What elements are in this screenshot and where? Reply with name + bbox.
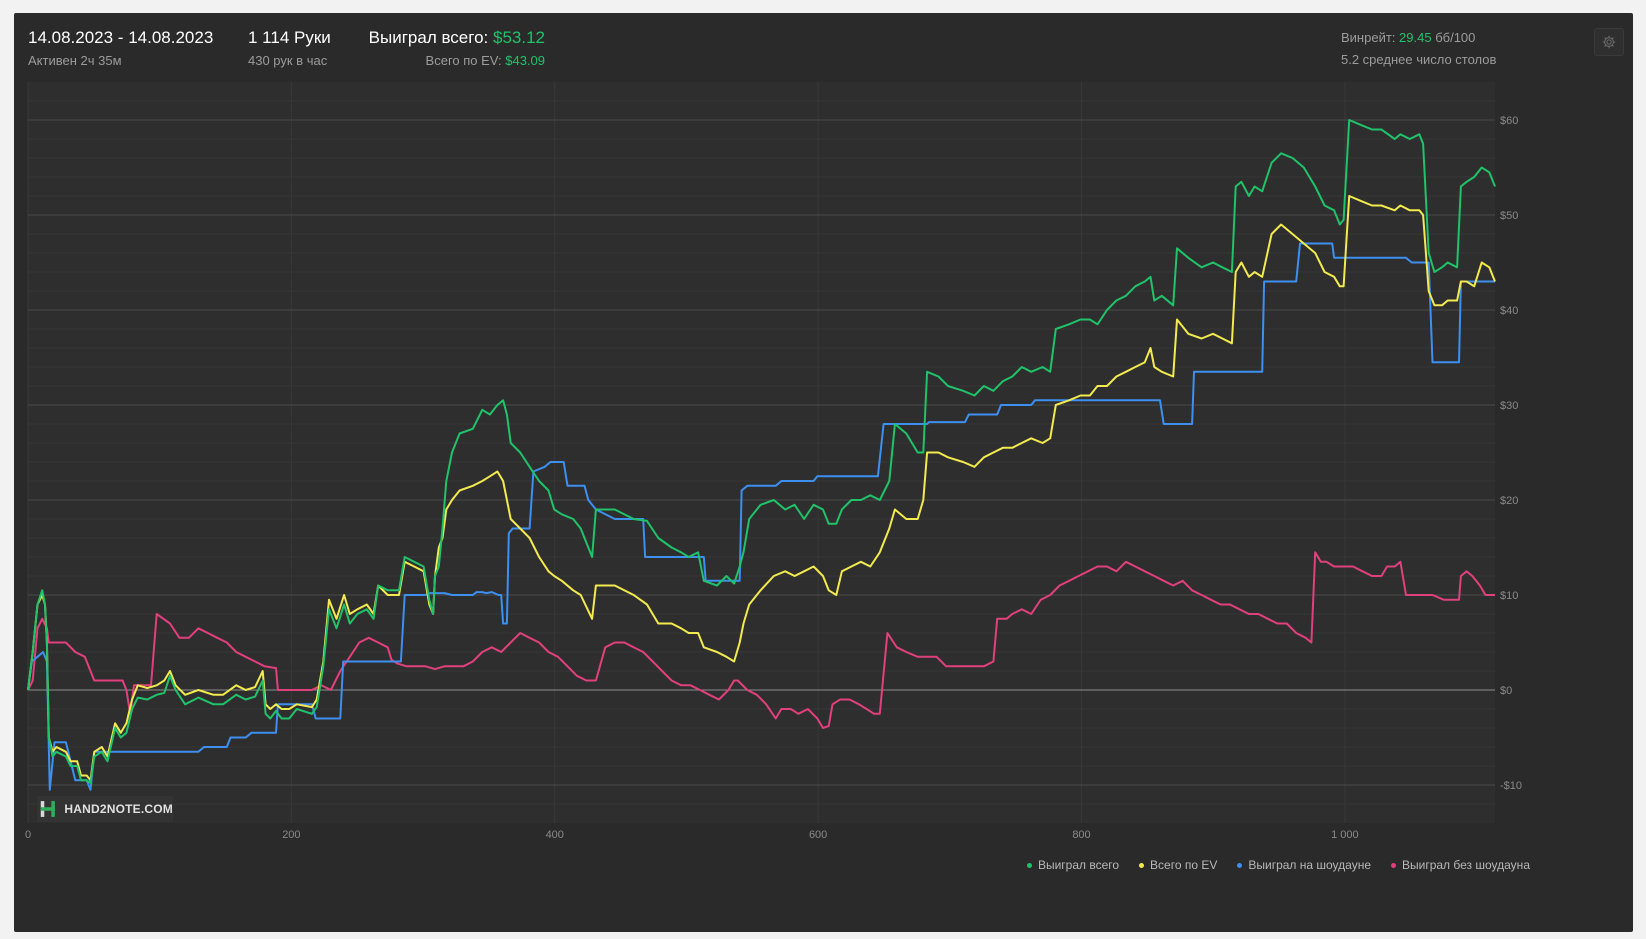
x-tick-label: 800 <box>1072 829 1090 841</box>
won-total-value: $53.12 <box>493 28 545 47</box>
series-lines <box>27 119 1496 791</box>
hands-block: 1 114 Руки 430 рук в час <box>248 28 331 68</box>
date-range: 14.08.2023 - 14.08.2023 <box>28 28 214 47</box>
x-tick-label: 600 <box>809 829 827 841</box>
settings-button[interactable] <box>1594 28 1624 56</box>
y-tick-label: -$10 <box>1500 780 1522 792</box>
watermark-text: HAND2NOTE.COM <box>64 802 173 816</box>
legend-label: Всего по EV <box>1150 858 1218 872</box>
x-axis: 0 200 400 600 800 1 000 <box>25 829 1359 841</box>
won-total-label: Выиграл всего: <box>368 28 489 47</box>
legend-dot <box>1026 862 1032 868</box>
grid <box>27 82 1495 823</box>
legend-item-won-total[interactable]: Выиграл всего <box>1026 858 1120 872</box>
y-tick-label: $0 <box>1500 685 1512 697</box>
legend-dot <box>1237 862 1243 868</box>
ev-total-value: $43.09 <box>505 53 545 68</box>
y-tick-label: $40 <box>1500 305 1518 317</box>
legend-item-ev-total[interactable]: Всего по EV <box>1139 858 1217 872</box>
winrate-value: 29.45 <box>1399 30 1432 45</box>
ev-total-label: Всего по EV: <box>425 53 502 68</box>
gear-icon <box>1602 35 1616 49</box>
hands-per-hour: 430 рук в час <box>248 53 328 68</box>
legend-dot <box>1139 862 1145 868</box>
watermark: HAND2NOTE.COM <box>37 796 173 822</box>
winrate-unit: бб/100 <box>1435 30 1476 45</box>
series-line-won-total <box>27 119 1496 785</box>
series-line-non-showdown <box>27 551 1495 729</box>
series-line-ev-total <box>27 195 1496 782</box>
y-tick-label: $50 <box>1500 210 1518 222</box>
hand2note-logo-icon <box>40 801 55 817</box>
x-tick-label: 200 <box>282 829 300 841</box>
legend-label: Выиграл без шоудауна <box>1402 858 1530 872</box>
y-tick-label: $20 <box>1500 495 1518 507</box>
legend: Выиграл всего Всего по EV Выиграл на шоу… <box>1026 858 1530 872</box>
winrate-label: Винрейт: <box>1341 30 1396 45</box>
active-time: Активен 2ч 35м <box>28 53 122 68</box>
winrate-block: Винрейт: 29.45 бб/100 5.2 среднее число … <box>1341 30 1496 67</box>
x-tick-label: 1 000 <box>1331 829 1359 841</box>
y-axis: -$10 $0 $10 $20 $30 $40 $50 $60 <box>1500 115 1522 792</box>
legend-item-non-showdown[interactable]: Выиграл без шоудауна <box>1391 858 1530 872</box>
x-tick-label: 0 <box>25 829 31 841</box>
x-tick-label: 400 <box>546 829 564 841</box>
date-block: 14.08.2023 - 14.08.2023 Активен 2ч 35м <box>28 28 213 68</box>
y-tick-label: $10 <box>1500 590 1518 602</box>
plot-area <box>28 82 1495 823</box>
avg-tables: 5.2 среднее число столов <box>1341 52 1497 67</box>
y-tick-label: $30 <box>1500 400 1518 412</box>
winnings-block: Выиграл всего: $53.12 Всего по EV: $43.0… <box>364 28 545 68</box>
legend-label: Выиграл на шоудауне <box>1248 858 1371 872</box>
y-tick-label: $60 <box>1500 115 1518 127</box>
hands-count: 1 114 Руки <box>248 28 331 47</box>
legend-dot <box>1391 862 1396 868</box>
legend-label: Выиграл всего <box>1037 858 1120 872</box>
legend-item-showdown[interactable]: Выиграл на шоудауне <box>1237 858 1371 872</box>
